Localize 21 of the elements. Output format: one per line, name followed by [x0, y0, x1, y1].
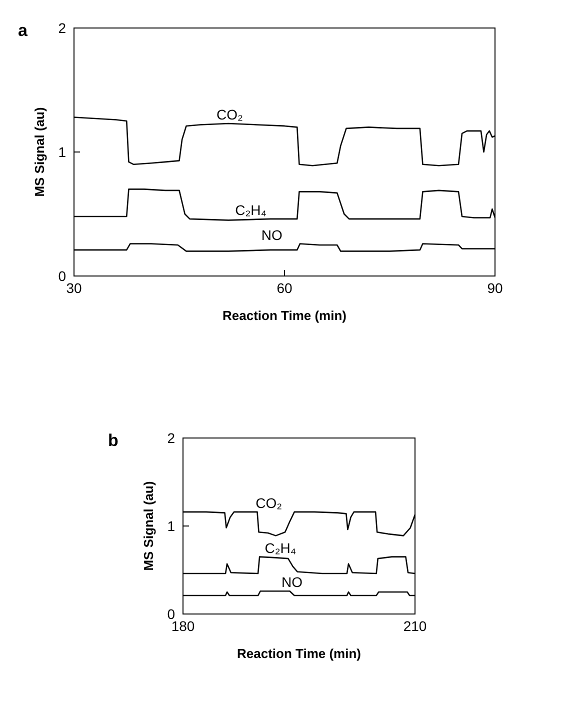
- series-label: NO: [261, 226, 282, 243]
- x-tick-label: 210: [403, 618, 427, 634]
- x-tick-label: 90: [487, 280, 503, 296]
- chart-title: a: [18, 21, 28, 40]
- series-label: C₂H₄: [235, 202, 267, 218]
- x-tick-label: 30: [66, 280, 82, 296]
- chart-title: b: [108, 431, 118, 450]
- series-label: CO₂: [256, 494, 282, 511]
- y-tick-label: 1: [58, 144, 66, 160]
- y-axis-title: MS Signal (au): [141, 481, 156, 571]
- x-axis-title: Reaction Time (min): [236, 646, 362, 661]
- x-tick-label: 60: [276, 280, 292, 296]
- series-label: CO₂: [216, 106, 243, 122]
- x-axis-title: Reaction Time (min): [222, 308, 347, 323]
- y-tick-label: 1: [167, 518, 176, 534]
- series-label: NO: [282, 574, 303, 590]
- y-tick-label: 0: [58, 268, 66, 284]
- series-label: C₂H₄: [264, 540, 296, 556]
- y-tick-label: 2: [167, 430, 176, 446]
- y-tick-label: 2: [58, 20, 66, 36]
- y-axis-title: MS Signal (au): [32, 107, 47, 197]
